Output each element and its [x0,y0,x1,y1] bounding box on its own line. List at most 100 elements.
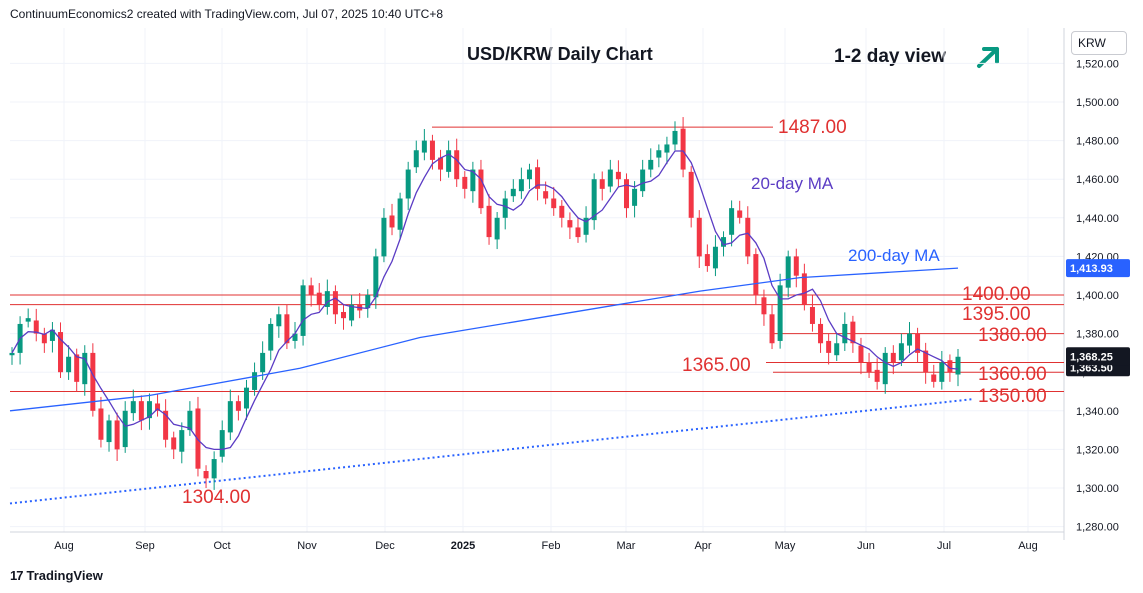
chart-subtitle: 1-2 day view [834,46,946,67]
candle [300,285,306,336]
candle [373,256,379,298]
level-label: 1395.00 [962,304,1031,325]
candle [98,408,104,440]
candle [648,159,654,170]
candle [753,254,759,295]
candle [9,352,15,356]
level-label: 1487.00 [778,117,847,138]
candle [543,191,549,199]
y-tick-label: 1,380.00 [1076,329,1119,341]
x-tick-label: 2025 [451,540,475,552]
x-tick-label: Feb [542,540,561,552]
level-label: 1365.00 [682,355,751,376]
x-tick-label: Nov [297,540,317,552]
candle [179,430,185,452]
candle [607,169,613,187]
x-tick-label: Oct [213,540,230,552]
candle [898,343,904,361]
candle [842,323,848,344]
footer-brand: 17 TradingView [10,568,103,583]
candle [58,332,64,373]
candle [696,217,702,257]
last-price-tag-bg [1066,347,1130,366]
candle [341,311,347,319]
candle [146,401,152,419]
candle [551,198,557,209]
candle [155,403,161,411]
x-tick-label: Jul [937,540,951,552]
candle [632,188,638,206]
candle [955,356,961,375]
candle [82,352,88,385]
candle [745,217,751,257]
candle [939,362,945,382]
candle [405,169,411,199]
x-tick-label: Apr [694,540,711,552]
candle [502,198,508,218]
candle [777,285,783,341]
candle [494,217,500,240]
candle [438,157,444,170]
candle [615,171,621,180]
candle [130,401,136,414]
candle [252,372,258,390]
candle [332,291,338,315]
candle [349,304,355,321]
level-label: 1304.00 [182,487,251,508]
candle [211,459,217,479]
candle [397,198,403,230]
candle [187,410,193,431]
level-label: 1360.00 [978,364,1047,385]
candle [729,208,735,235]
ma200-price-tag: 1,413.93 [1070,263,1113,275]
y-tick-label: 1,340.00 [1076,406,1119,418]
candle [195,408,201,469]
candle [890,352,896,363]
candle [526,169,532,180]
candle [163,410,169,440]
candle [446,150,452,172]
candle [761,297,767,315]
candle [834,343,840,356]
candle [25,318,31,322]
candle [818,323,824,344]
candle [809,306,815,324]
candle [486,205,492,238]
last-price-tag: 1,368.25 [1070,351,1113,363]
candle [664,144,670,153]
candle [284,314,290,344]
candle [74,354,80,382]
candle [429,140,435,160]
support-trendline [9,398,973,505]
candle [801,273,807,305]
footer-brand-text: TradingView [26,568,103,583]
y-tick-label: 1,460.00 [1076,174,1119,186]
candle [90,352,96,411]
level-label: 1350.00 [978,386,1047,407]
candle [931,374,937,382]
candle [66,356,72,373]
candle [413,150,419,168]
y-tick-label: 1,300.00 [1076,483,1119,495]
candle [219,430,225,457]
candle [688,171,694,218]
candle [203,471,209,479]
candle [268,323,274,351]
x-tick-label: Aug [1018,540,1038,552]
candle [567,220,573,228]
candle [276,314,282,327]
currency-button[interactable]: KRW [1071,31,1127,55]
candle [292,333,298,341]
level-label: 1400.00 [962,284,1031,305]
candle [656,150,662,158]
candle [599,179,605,189]
candle [769,314,775,344]
y-tick-label: 1,400.00 [1076,290,1119,302]
candle [454,150,460,180]
candle [518,179,524,192]
candle [858,345,864,363]
candle [680,128,686,170]
x-tick-label: May [775,540,796,552]
candle [227,401,233,433]
